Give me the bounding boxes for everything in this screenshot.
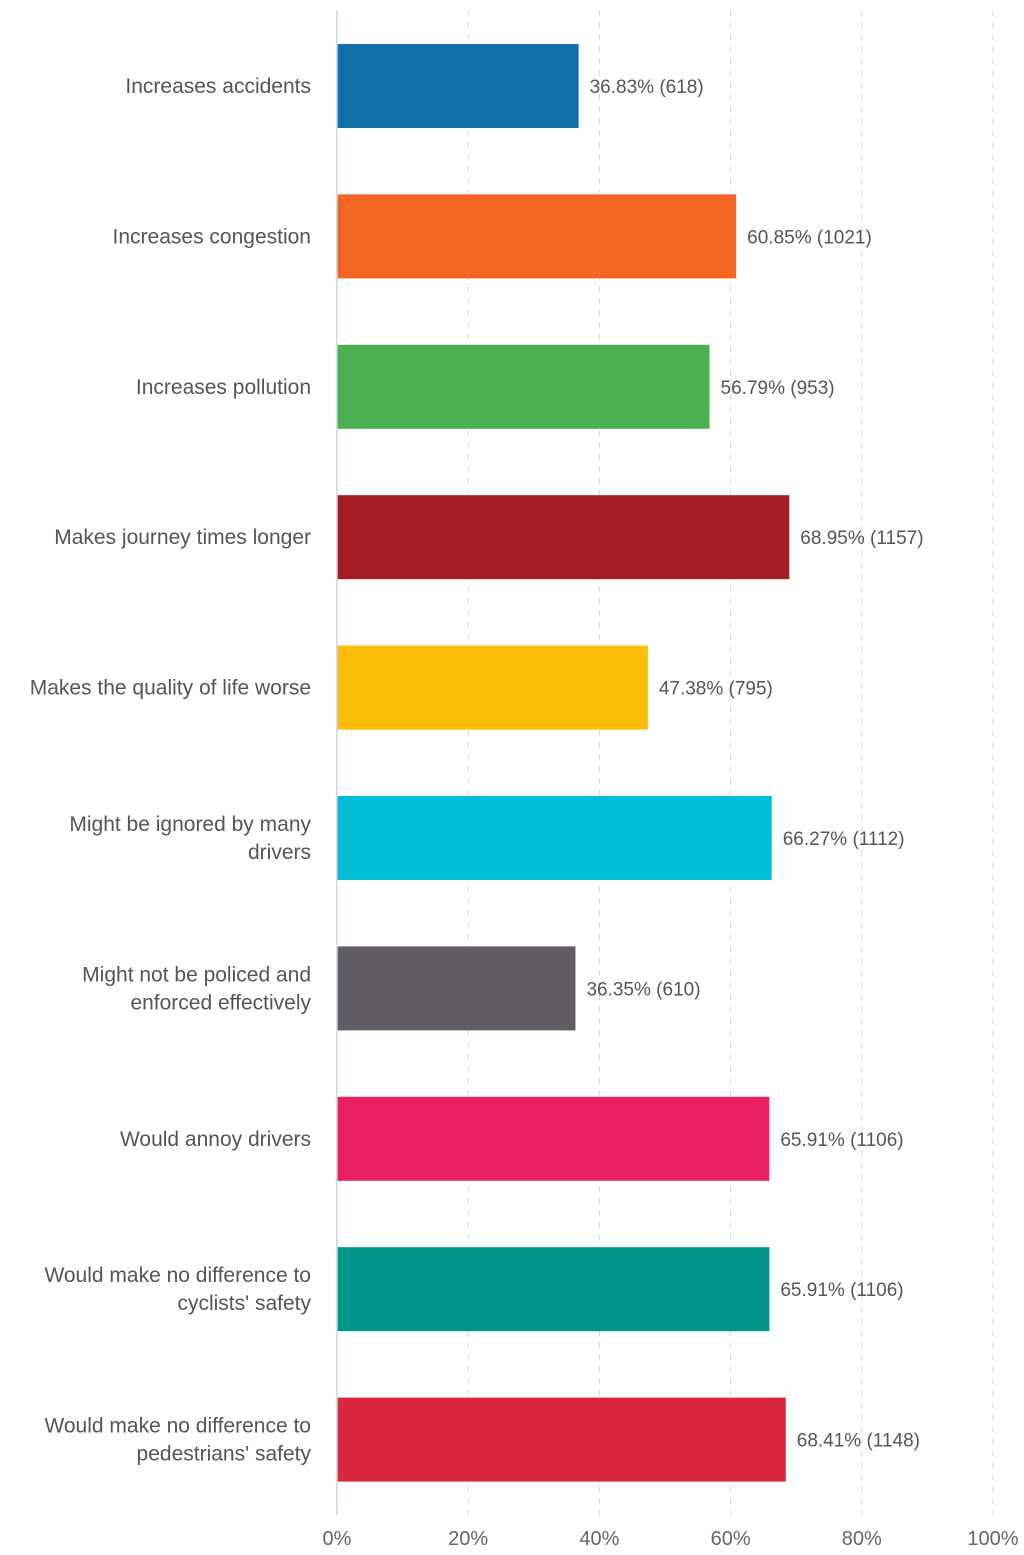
data-label: 65.91% (1106): [780, 1130, 903, 1151]
bar: [337, 495, 790, 580]
category-label: drivers: [248, 841, 311, 864]
x-tick-label: 60%: [711, 1528, 751, 1550]
x-tick-label: 40%: [579, 1528, 619, 1550]
data-label: 36.35% (610): [586, 979, 700, 1000]
axis-layer: 0% 20% 40% 60% 80% 100%: [323, 10, 1019, 1550]
x-tick-label: 20%: [448, 1528, 488, 1550]
category-label: Would annoy drivers: [120, 1128, 311, 1151]
bar: [337, 1397, 786, 1482]
data-label: 68.41% (1148): [797, 1431, 920, 1452]
category-label: Increases pollution: [136, 376, 311, 399]
category-label: Might be ignored by many: [69, 813, 311, 836]
labels-layer: 36.83% (618) Increases accidents 60.85% (1…: [30, 75, 924, 1466]
x-tick-label: 100%: [967, 1528, 1018, 1550]
data-label: 68.95% (1157): [800, 528, 923, 549]
category-label: Would make no difference to: [44, 1415, 311, 1438]
category-label: Makes the quality of life worse: [30, 677, 311, 700]
bar: [337, 645, 648, 730]
bar: [337, 44, 579, 128]
category-label: Increases congestion: [113, 225, 311, 248]
category-label: pedestrians' safety: [137, 1443, 312, 1466]
data-label: 66.27% (1112): [783, 829, 905, 850]
data-label: 60.85% (1021): [747, 227, 872, 248]
data-label: 36.83% (618): [590, 77, 704, 98]
x-tick-label: 80%: [842, 1528, 882, 1550]
bar: [337, 1096, 770, 1181]
category-label: Might not be policed and: [82, 963, 311, 986]
bar: [337, 194, 737, 279]
data-label: 65.91% (1106): [780, 1280, 903, 1301]
bar: [337, 1247, 770, 1332]
category-label: enforced effectively: [130, 991, 311, 1014]
x-tick-label: 0%: [323, 1528, 352, 1550]
bars-layer: [337, 44, 790, 1482]
data-label: 47.38% (795): [659, 679, 773, 700]
category-label: cyclists' safety: [177, 1292, 311, 1315]
category-label: Makes journey times longer: [54, 526, 311, 549]
bar: [337, 796, 772, 880]
data-label: 56.79% (953): [721, 378, 835, 399]
bar: [337, 946, 576, 1031]
category-label: Would make no difference to: [44, 1264, 311, 1287]
category-label: Increases accidents: [125, 75, 311, 98]
bar: [337, 344, 710, 429]
